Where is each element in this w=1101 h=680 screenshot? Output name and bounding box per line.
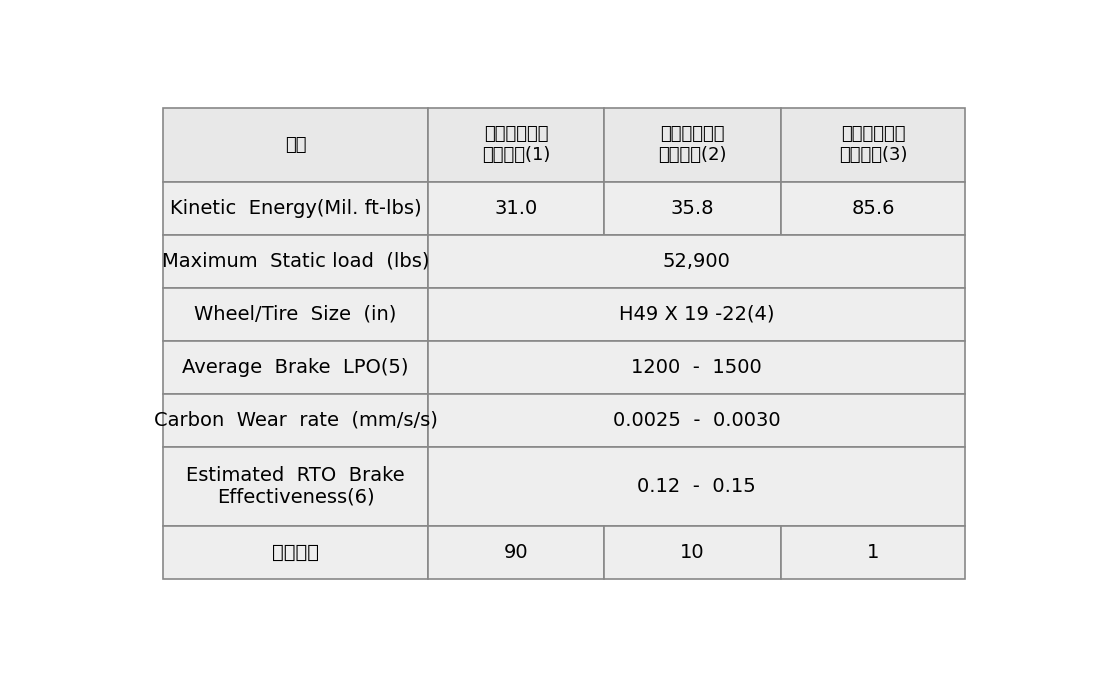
Bar (163, 447, 428, 526)
Bar (428, 447, 966, 526)
Bar (428, 341, 966, 394)
Text: Average  Brake  LPO(5): Average Brake LPO(5) (183, 358, 408, 377)
Text: 이륙포기중량
제동시험(3): 이륙포기중량 제동시험(3) (839, 125, 907, 165)
Text: 0.12  -  0.15: 0.12 - 0.15 (637, 477, 756, 496)
Text: 1: 1 (866, 543, 880, 562)
Bar (604, 526, 781, 579)
Text: 항목: 항목 (285, 136, 306, 154)
Text: Estimated  RTO  Brake
Effectiveness(6): Estimated RTO Brake Effectiveness(6) (186, 466, 405, 507)
Text: 10: 10 (680, 543, 705, 562)
Bar (163, 341, 428, 394)
Text: 최대착륙중량
제동시험(2): 최대착륙중량 제동시험(2) (658, 125, 727, 165)
Bar (163, 288, 428, 341)
Bar (428, 526, 604, 579)
Bar (163, 526, 428, 579)
Text: 90: 90 (504, 543, 528, 562)
Text: 52,900: 52,900 (663, 252, 731, 271)
Bar (781, 107, 966, 182)
Text: 시험회수: 시험회수 (272, 543, 319, 562)
Text: Carbon  Wear  rate  (mm/s/s): Carbon Wear rate (mm/s/s) (154, 411, 437, 430)
Text: Wheel/Tire  Size  (in): Wheel/Tire Size (in) (195, 305, 396, 324)
Bar (781, 526, 966, 579)
Text: Kinetic  Energy(Mil. ft-lbs): Kinetic Energy(Mil. ft-lbs) (170, 199, 422, 218)
Bar (428, 394, 966, 447)
Text: 31.0: 31.0 (494, 199, 537, 218)
Bar (604, 182, 781, 235)
Bar (428, 107, 604, 182)
Text: Maximum  Static load  (lbs): Maximum Static load (lbs) (162, 252, 429, 271)
Text: H49 X 19 -22(4): H49 X 19 -22(4) (619, 305, 774, 324)
Bar (781, 182, 966, 235)
Bar (163, 107, 428, 182)
Text: 1200  -  1500: 1200 - 1500 (631, 358, 762, 377)
Bar (163, 235, 428, 288)
Bar (428, 235, 966, 288)
Text: 85.6: 85.6 (851, 199, 895, 218)
Bar (428, 288, 966, 341)
Text: 정상착륙중량
제동시험(1): 정상착륙중량 제동시험(1) (482, 125, 550, 165)
Bar (604, 107, 781, 182)
Bar (163, 182, 428, 235)
Bar (163, 394, 428, 447)
Text: 35.8: 35.8 (671, 199, 715, 218)
Bar (428, 182, 604, 235)
Text: 0.0025  -  0.0030: 0.0025 - 0.0030 (613, 411, 781, 430)
